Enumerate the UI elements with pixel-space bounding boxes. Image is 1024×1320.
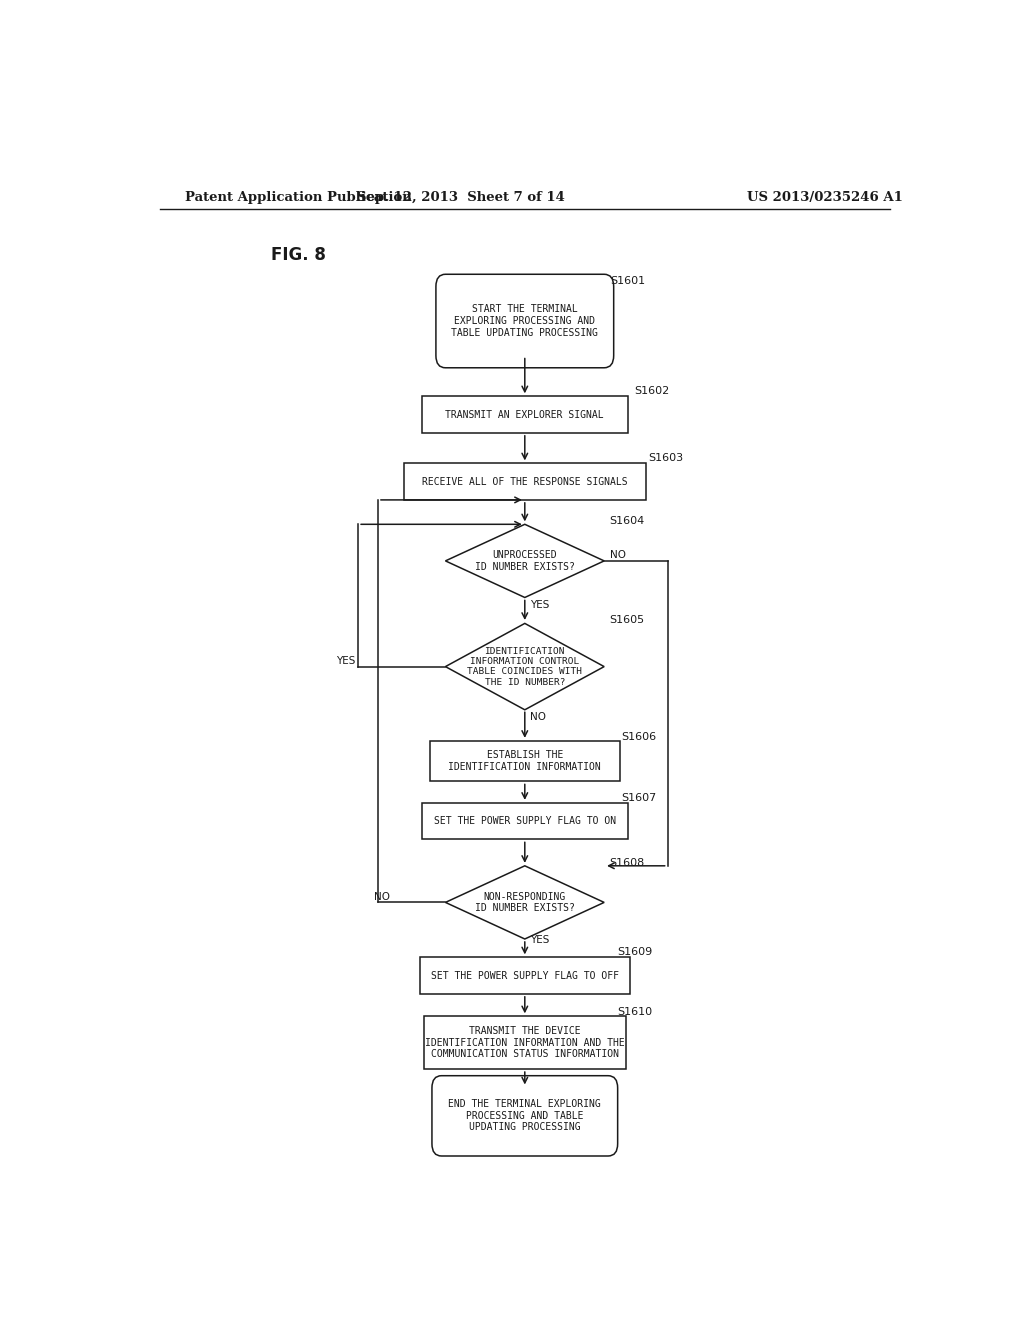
- Text: NO: NO: [529, 713, 546, 722]
- Text: TRANSMIT AN EXPLORER SIGNAL: TRANSMIT AN EXPLORER SIGNAL: [445, 409, 604, 420]
- Text: S1603: S1603: [648, 453, 684, 463]
- Bar: [422, 396, 628, 433]
- Text: S1601: S1601: [610, 276, 646, 286]
- Text: UNPROCESSED
ID NUMBER EXISTS?: UNPROCESSED ID NUMBER EXISTS?: [475, 550, 574, 572]
- Text: FIG. 8: FIG. 8: [271, 246, 326, 264]
- Polygon shape: [445, 524, 604, 598]
- Text: S1607: S1607: [622, 793, 656, 803]
- Text: NO: NO: [609, 550, 626, 560]
- Bar: [430, 741, 621, 781]
- Polygon shape: [445, 623, 604, 710]
- Text: YES: YES: [336, 656, 355, 665]
- Text: S1604: S1604: [609, 516, 645, 527]
- Bar: [424, 1016, 626, 1069]
- Text: SET THE POWER SUPPLY FLAG TO ON: SET THE POWER SUPPLY FLAG TO ON: [434, 816, 615, 826]
- Text: S1608: S1608: [609, 858, 645, 867]
- Bar: [422, 803, 628, 840]
- FancyBboxPatch shape: [436, 275, 613, 368]
- Text: S1605: S1605: [609, 615, 645, 624]
- Bar: [420, 957, 630, 994]
- Text: IDENTIFICATION
INFORMATION CONTROL
TABLE COINCIDES WITH
THE ID NUMBER?: IDENTIFICATION INFORMATION CONTROL TABLE…: [467, 647, 583, 686]
- Text: Sep. 12, 2013  Sheet 7 of 14: Sep. 12, 2013 Sheet 7 of 14: [357, 190, 565, 203]
- Text: SET THE POWER SUPPLY FLAG TO OFF: SET THE POWER SUPPLY FLAG TO OFF: [431, 970, 618, 981]
- Text: ESTABLISH THE
IDENTIFICATION INFORMATION: ESTABLISH THE IDENTIFICATION INFORMATION: [449, 750, 601, 772]
- Text: US 2013/0235246 A1: US 2013/0235246 A1: [748, 190, 903, 203]
- Text: S1610: S1610: [617, 1007, 652, 1018]
- Text: TRANSMIT THE DEVICE
IDENTIFICATION INFORMATION AND THE
COMMUNICATION STATUS INFO: TRANSMIT THE DEVICE IDENTIFICATION INFOR…: [425, 1026, 625, 1059]
- Polygon shape: [445, 866, 604, 939]
- FancyBboxPatch shape: [432, 1076, 617, 1156]
- Bar: [403, 463, 646, 500]
- Text: END THE TERMINAL EXPLORING
PROCESSING AND TABLE
UPDATING PROCESSING: END THE TERMINAL EXPLORING PROCESSING AN…: [449, 1100, 601, 1133]
- Text: YES: YES: [529, 599, 549, 610]
- Text: S1609: S1609: [617, 948, 653, 957]
- Text: S1602: S1602: [634, 387, 670, 396]
- Text: RECEIVE ALL OF THE RESPONSE SIGNALS: RECEIVE ALL OF THE RESPONSE SIGNALS: [422, 477, 628, 487]
- Text: Patent Application Publication: Patent Application Publication: [185, 190, 412, 203]
- Text: YES: YES: [529, 935, 549, 945]
- Text: START THE TERMINAL
EXPLORING PROCESSING AND
TABLE UPDATING PROCESSING: START THE TERMINAL EXPLORING PROCESSING …: [452, 305, 598, 338]
- Text: S1606: S1606: [622, 731, 656, 742]
- Text: NON-RESPONDING
ID NUMBER EXISTS?: NON-RESPONDING ID NUMBER EXISTS?: [475, 891, 574, 913]
- Text: NO: NO: [374, 892, 390, 903]
